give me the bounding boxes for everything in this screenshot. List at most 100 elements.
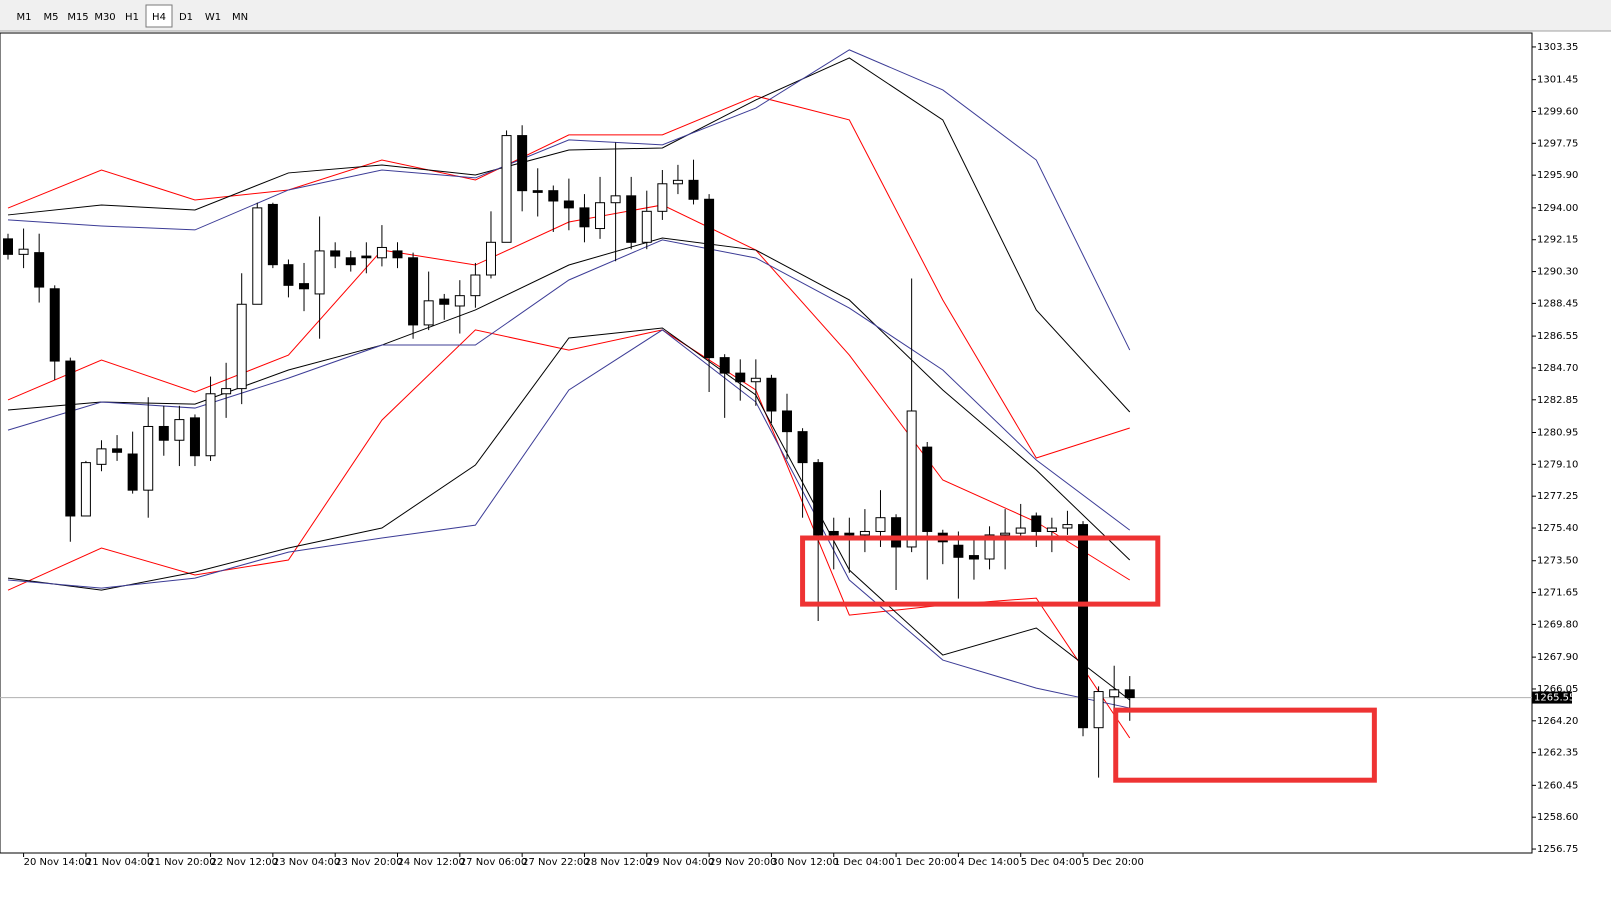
- button-frame: [11, 5, 37, 27]
- y-tick-label: 1266.05: [1537, 684, 1578, 695]
- candle-body: [345, 257, 356, 266]
- candle-body: [267, 203, 278, 266]
- x-tick-label: 23 Nov 04:00: [273, 857, 340, 868]
- candle-body: [595, 202, 606, 230]
- x-tick-label: 24 Nov 12:00: [398, 857, 465, 868]
- candle-body: [236, 303, 247, 390]
- candle-body: [314, 250, 325, 295]
- y-tick-label: 1288.45: [1537, 298, 1578, 309]
- candle-body: [875, 517, 886, 532]
- toolbar-background: [0, 0, 1611, 31]
- x-tick-label: 5 Dec 04:00: [1021, 857, 1082, 868]
- y-tick-label: 1280.95: [1537, 428, 1578, 439]
- y-tick-label: 1294.00: [1537, 203, 1578, 214]
- candle-body: [953, 544, 964, 558]
- timeframe-toolbar: M1 M5 M15 M30 H1 H4 D1 W1 MN: [11, 4, 253, 28]
- y-tick-label: 1301.45: [1537, 75, 1578, 86]
- y-tick-label: 1299.60: [1537, 106, 1578, 117]
- candle-body: [548, 190, 559, 202]
- candle-body: [127, 453, 138, 491]
- candle-body: [641, 210, 652, 243]
- candle-body: [610, 195, 621, 204]
- chart-plot: [0, 49, 1532, 783]
- candle-body: [672, 179, 683, 185]
- candle-body: [750, 377, 761, 383]
- candle-body: [392, 250, 403, 259]
- candle-body: [532, 190, 543, 193]
- candle-body: [1124, 689, 1135, 699]
- candle-body: [1109, 689, 1120, 698]
- x-tick-label: 1 Dec 04:00: [834, 857, 895, 868]
- candle-body: [34, 252, 45, 288]
- candle-body: [174, 419, 185, 441]
- y-tick-label: 1271.65: [1537, 588, 1578, 599]
- candle-body: [782, 410, 792, 433]
- x-tick-label: 28 Nov 12:00: [584, 857, 651, 868]
- timeframe-button[interactable]: W1: [200, 5, 226, 27]
- candle-body: [205, 393, 216, 457]
- candle-body: [859, 530, 870, 536]
- button-label: M1: [17, 12, 32, 23]
- y-tick-label: 1284.70: [1537, 363, 1578, 374]
- y-tick-label: 1295.90: [1537, 170, 1578, 181]
- candle-body: [719, 357, 730, 374]
- candle-body: [18, 248, 29, 255]
- x-tick-label: 21 Nov 20:00: [148, 857, 215, 868]
- button-frame: [119, 5, 145, 27]
- button-label: W1: [205, 12, 221, 23]
- candle-body: [221, 388, 232, 395]
- candle-body: [563, 200, 574, 209]
- candle-body: [96, 448, 107, 465]
- y-tick-label: 1260.45: [1537, 780, 1578, 791]
- candle-body: [891, 517, 902, 548]
- candle-body: [3, 238, 13, 255]
- timeframe-button[interactable]: M30: [92, 5, 118, 27]
- timeframe-button[interactable]: M15: [65, 5, 91, 27]
- axes: 1303.35 1301.45 1299.60 1297.75 1295.90 1294.…: [23, 42, 1578, 868]
- candle-body: [80, 462, 91, 517]
- candle-body: [704, 198, 715, 359]
- timeframe-button[interactable]: H4: [145, 4, 173, 28]
- candle-body: [984, 534, 995, 560]
- button-label: M30: [94, 12, 115, 23]
- button-label: M15: [67, 12, 88, 23]
- candle-body: [657, 183, 668, 212]
- button-frame: [145, 4, 173, 28]
- candle-body: [454, 295, 465, 307]
- timeframe-button[interactable]: M5: [38, 5, 64, 27]
- indicator-line: [7, 49, 1131, 351]
- x-tick-label: 5 Dec 20:00: [1083, 857, 1144, 868]
- y-tick-label: 1297.75: [1537, 138, 1578, 149]
- zone-rectangle: [800, 535, 1161, 607]
- indicator-line: [7, 329, 1130, 709]
- timeframe-button[interactable]: MN: [227, 5, 253, 27]
- candle-body: [688, 179, 699, 200]
- y-tick-label: 1303.35: [1537, 42, 1578, 53]
- candle-body: [1000, 532, 1011, 536]
- candle-body: [158, 425, 169, 441]
- y-tick-label: 1277.25: [1537, 491, 1578, 502]
- button-frame: [92, 5, 118, 27]
- candle-body: [376, 246, 387, 259]
- candle-body: [579, 207, 590, 228]
- y-tick-label: 1269.80: [1537, 619, 1578, 630]
- button-frame: [227, 5, 253, 27]
- button-label: H4: [152, 12, 166, 23]
- candle-body: [1062, 524, 1073, 529]
- candle-body: [1093, 691, 1104, 729]
- candle-body: [408, 257, 419, 326]
- candle-body: [65, 360, 76, 517]
- candle-body: [1046, 527, 1057, 532]
- candle-body: [906, 410, 917, 548]
- candle-body: [361, 255, 372, 259]
- timeframe-button[interactable]: H1: [119, 5, 145, 27]
- candle-body: [813, 462, 824, 536]
- candle-body: [49, 288, 60, 362]
- indicator-line: [7, 327, 1131, 701]
- y-tick-label: 1258.60: [1537, 812, 1578, 823]
- timeframe-button[interactable]: M1: [11, 5, 37, 27]
- candle-body: [485, 241, 496, 276]
- timeframe-button[interactable]: D1: [173, 5, 199, 27]
- x-tick-label: 20 Nov 14:00: [24, 857, 91, 868]
- candle-body: [470, 274, 481, 297]
